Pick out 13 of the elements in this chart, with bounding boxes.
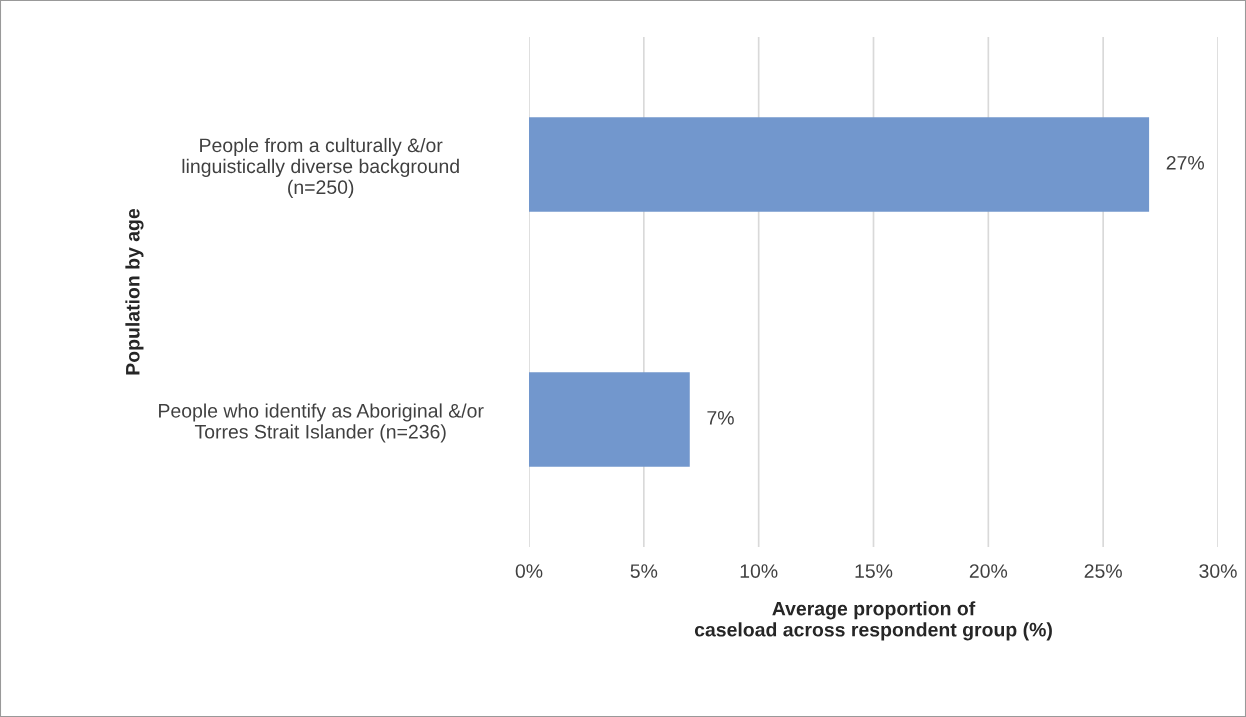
x-tick-label: 20% <box>969 564 1008 578</box>
x-tick-label: 25% <box>1084 564 1122 578</box>
data-label: 7% <box>707 411 734 425</box>
y-axis-title: Population by age <box>125 208 144 375</box>
x-tick-label: 0% <box>515 564 543 578</box>
data-label: 27% <box>1166 155 1204 170</box>
y-tick-label: People from a culturally &/or linguistically diverse background (n=250) <box>182 137 459 198</box>
y-tick-label: People who identify as Aboriginal &/or Torres Strait Islander (n=236) <box>159 403 484 443</box>
x-axis-title: Average proportion of caseload across respondent group (%) <box>694 601 1052 641</box>
x-tick-label: 30% <box>1199 564 1237 578</box>
x-tick-label: 10% <box>740 564 778 578</box>
x-tick-label: 15% <box>855 564 893 578</box>
x-tick-label: 5% <box>630 564 658 578</box>
